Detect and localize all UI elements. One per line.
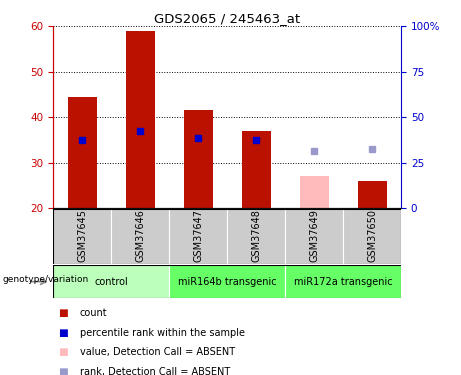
Bar xyxy=(285,265,401,298)
Text: GSM37646: GSM37646 xyxy=(135,209,145,262)
Text: miR164b transgenic: miR164b transgenic xyxy=(178,277,276,286)
Bar xyxy=(53,265,169,298)
Bar xyxy=(227,209,285,264)
Bar xyxy=(242,131,271,208)
Text: GSM37645: GSM37645 xyxy=(77,209,87,262)
Bar xyxy=(169,209,227,264)
Text: count: count xyxy=(80,308,107,318)
Bar xyxy=(358,181,387,208)
Bar xyxy=(343,209,401,264)
Text: percentile rank within the sample: percentile rank within the sample xyxy=(80,328,245,338)
Text: control: control xyxy=(94,277,128,286)
Text: ■: ■ xyxy=(58,328,67,338)
Text: rank, Detection Call = ABSENT: rank, Detection Call = ABSENT xyxy=(80,367,230,375)
Text: ■: ■ xyxy=(58,347,67,357)
Text: GSM37648: GSM37648 xyxy=(251,209,261,262)
Text: ■: ■ xyxy=(58,308,67,318)
Bar xyxy=(53,209,111,264)
Text: ■: ■ xyxy=(58,367,67,375)
Bar xyxy=(125,31,154,208)
Text: GSM37649: GSM37649 xyxy=(309,209,319,262)
Title: GDS2065 / 245463_at: GDS2065 / 245463_at xyxy=(154,12,300,25)
Bar xyxy=(183,110,213,208)
Bar xyxy=(169,265,285,298)
Bar xyxy=(300,176,329,208)
Text: genotype/variation: genotype/variation xyxy=(2,275,89,284)
Text: miR172a transgenic: miR172a transgenic xyxy=(294,277,392,286)
Bar xyxy=(285,209,343,264)
Text: value, Detection Call = ABSENT: value, Detection Call = ABSENT xyxy=(80,347,235,357)
Text: GSM37650: GSM37650 xyxy=(367,209,377,262)
Bar xyxy=(67,97,96,208)
Text: GSM37647: GSM37647 xyxy=(193,209,203,262)
Bar xyxy=(111,209,169,264)
